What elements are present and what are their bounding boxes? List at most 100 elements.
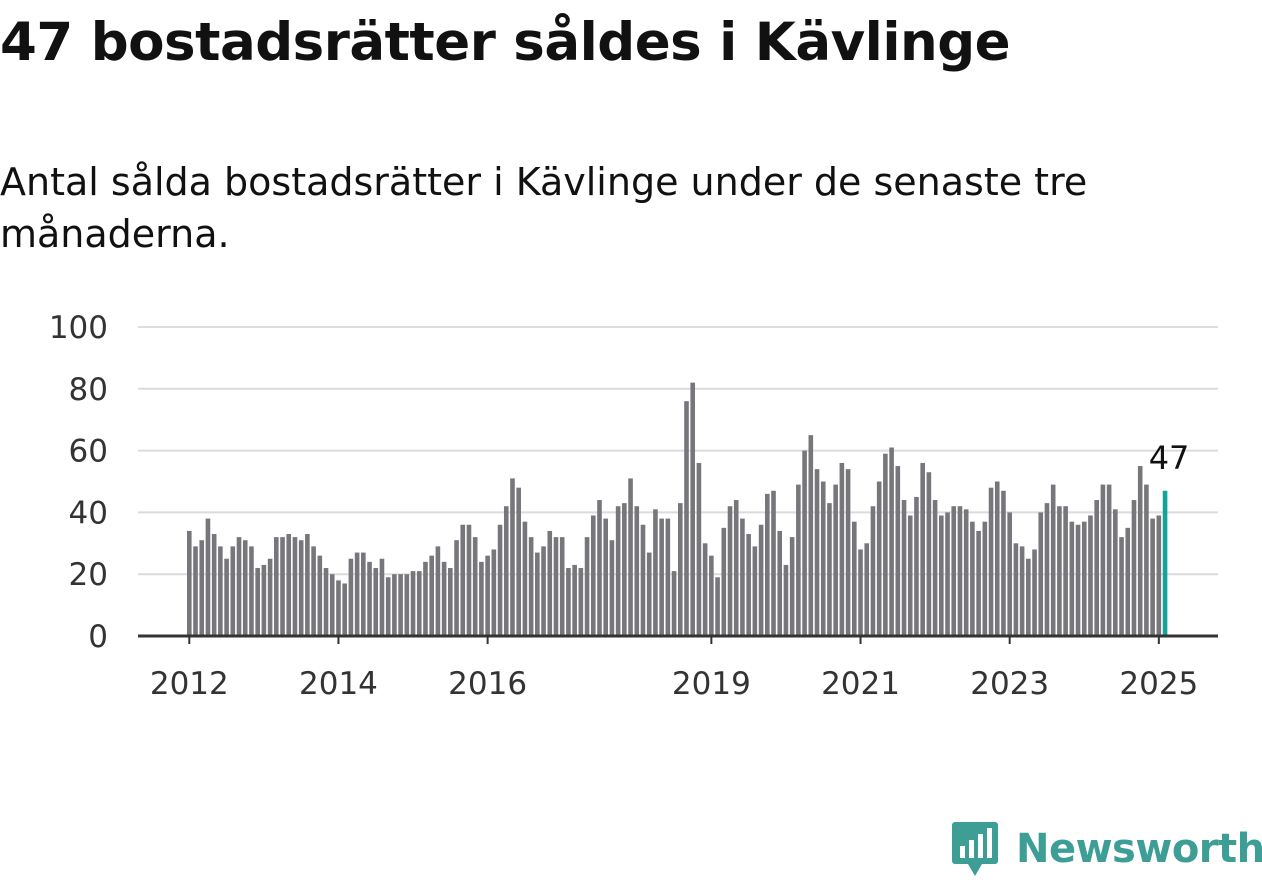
bar-133	[1013, 543, 1019, 636]
bar-144	[1081, 521, 1087, 636]
bar-71	[628, 478, 633, 636]
y-axis-labels: 0 20 40 60 80 100	[49, 310, 108, 655]
bar-5	[218, 546, 223, 636]
bar-37	[416, 571, 422, 636]
bar-50	[497, 524, 503, 636]
bar-150	[1119, 537, 1124, 636]
bar-63	[578, 568, 584, 636]
newsworthy-logo-icon	[952, 822, 998, 876]
bar-124	[957, 506, 963, 636]
bar-45	[466, 524, 472, 636]
bar-34	[398, 574, 403, 636]
bar-69	[615, 506, 621, 636]
bar-31	[379, 558, 385, 636]
bar-110	[870, 506, 876, 636]
bar-61	[566, 568, 571, 636]
bar-117	[914, 496, 919, 636]
bar-88	[733, 500, 739, 636]
bar-123	[951, 506, 957, 636]
bar-137	[1038, 512, 1044, 636]
bar-102	[820, 481, 826, 636]
bar-106	[845, 469, 851, 636]
bar-49	[491, 549, 497, 636]
bar-148	[1106, 484, 1112, 636]
bar-118	[920, 462, 925, 636]
bar-62	[572, 564, 577, 636]
bar-139	[1050, 484, 1056, 636]
chart-title: 47 bostadsrätter såldes i Kävlinge	[0, 12, 1011, 73]
bar-44	[460, 524, 466, 636]
bar-28	[361, 552, 366, 636]
bar-73	[640, 524, 646, 636]
bar-15	[280, 537, 285, 636]
y-tick-label-0: 0	[88, 619, 108, 655]
x-axis	[138, 634, 1218, 644]
bar-68	[609, 540, 615, 636]
bar-27	[354, 552, 360, 636]
bar-121	[939, 515, 944, 636]
bar-80	[684, 401, 689, 636]
x-axis-labels: 2012 2014 2016 2019 2021 2023 2025	[150, 666, 1198, 702]
bar-53	[516, 487, 521, 636]
bar-11	[255, 568, 260, 636]
bar-79	[677, 503, 683, 636]
bar-128	[982, 521, 988, 636]
bar-96	[783, 564, 789, 636]
bar-145	[1088, 515, 1093, 636]
x-tick-label-2016: 2016	[448, 666, 527, 702]
bar-22	[323, 568, 329, 636]
bar-10	[249, 546, 254, 636]
bar-132	[1007, 512, 1012, 636]
bar-119	[926, 472, 932, 636]
bar-36	[410, 571, 416, 636]
bar-21	[317, 555, 323, 636]
bar-3	[205, 518, 211, 636]
bar-75	[653, 509, 658, 636]
bar-146	[1094, 500, 1099, 636]
bar-141	[1063, 506, 1068, 636]
bar-86	[721, 527, 727, 636]
bar-29	[367, 561, 372, 636]
bar-143	[1075, 524, 1081, 636]
bar-4	[211, 534, 217, 636]
bars	[187, 382, 1168, 636]
bar-116	[907, 515, 913, 636]
bar-120	[932, 500, 938, 636]
newsworthy-logo-text: Newsworthy	[1016, 826, 1262, 872]
bar-14	[274, 537, 279, 636]
gridlines	[138, 326, 1218, 576]
bar-7	[230, 546, 236, 636]
bar-26	[348, 558, 354, 636]
last-value-label: 47	[1149, 439, 1190, 477]
bar-76	[659, 518, 664, 636]
bar-87	[727, 506, 733, 636]
bar-98	[796, 484, 801, 636]
bar-19	[305, 534, 310, 636]
bar-154	[1144, 484, 1149, 636]
bar-77	[665, 518, 671, 636]
bar-30	[373, 568, 379, 636]
bar-60	[559, 537, 565, 636]
bar-82	[696, 462, 702, 636]
bar-20	[311, 546, 316, 636]
bar-42	[448, 568, 453, 636]
x-tick-label-2021: 2021	[821, 666, 900, 702]
bar-89	[740, 518, 745, 636]
x-tick-label-2023: 2023	[970, 666, 1049, 702]
bar-23	[329, 574, 335, 636]
x-tick-label-2025: 2025	[1119, 666, 1198, 702]
bar-0	[187, 530, 192, 636]
bar-140	[1057, 506, 1062, 636]
annotations: 47	[1149, 439, 1190, 477]
bar-90	[746, 534, 751, 636]
bar-48	[485, 555, 490, 636]
bar-157	[1162, 490, 1168, 636]
bar-126	[970, 521, 975, 636]
bar-12	[261, 564, 267, 636]
bar-32	[385, 577, 391, 636]
bar-41	[441, 561, 447, 636]
bar-54	[522, 521, 528, 636]
bar-35	[404, 574, 410, 636]
bar-81	[690, 382, 696, 636]
y-tick-label-60: 60	[69, 434, 108, 470]
